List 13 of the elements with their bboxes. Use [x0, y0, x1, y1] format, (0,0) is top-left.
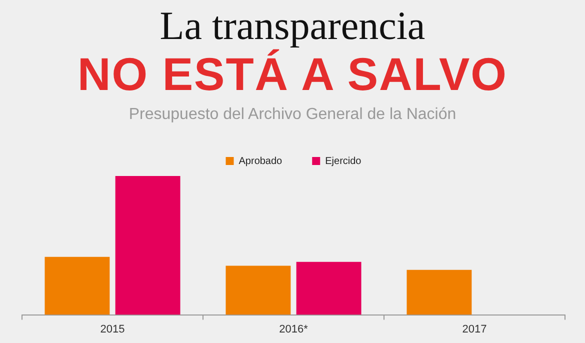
- legend-label: Aprobado: [238, 156, 283, 167]
- bar: [115, 176, 180, 315]
- chart-title: La transparencia: [158, 3, 426, 48]
- bar: [296, 262, 362, 315]
- x-tick-label: 2017: [462, 323, 487, 336]
- bar: [226, 266, 291, 315]
- legend-label: Ejercido: [325, 156, 362, 167]
- chart-subtitle: NO ESTÁ A SALVO: [76, 48, 508, 100]
- x-tick-label: 2015: [100, 323, 125, 336]
- text: Presupuesto del Archivo General de la Nación: [128, 105, 458, 125]
- x-tick-label: 2016*: [279, 323, 309, 336]
- bar: [44, 256, 110, 315]
- bar: [406, 270, 472, 315]
